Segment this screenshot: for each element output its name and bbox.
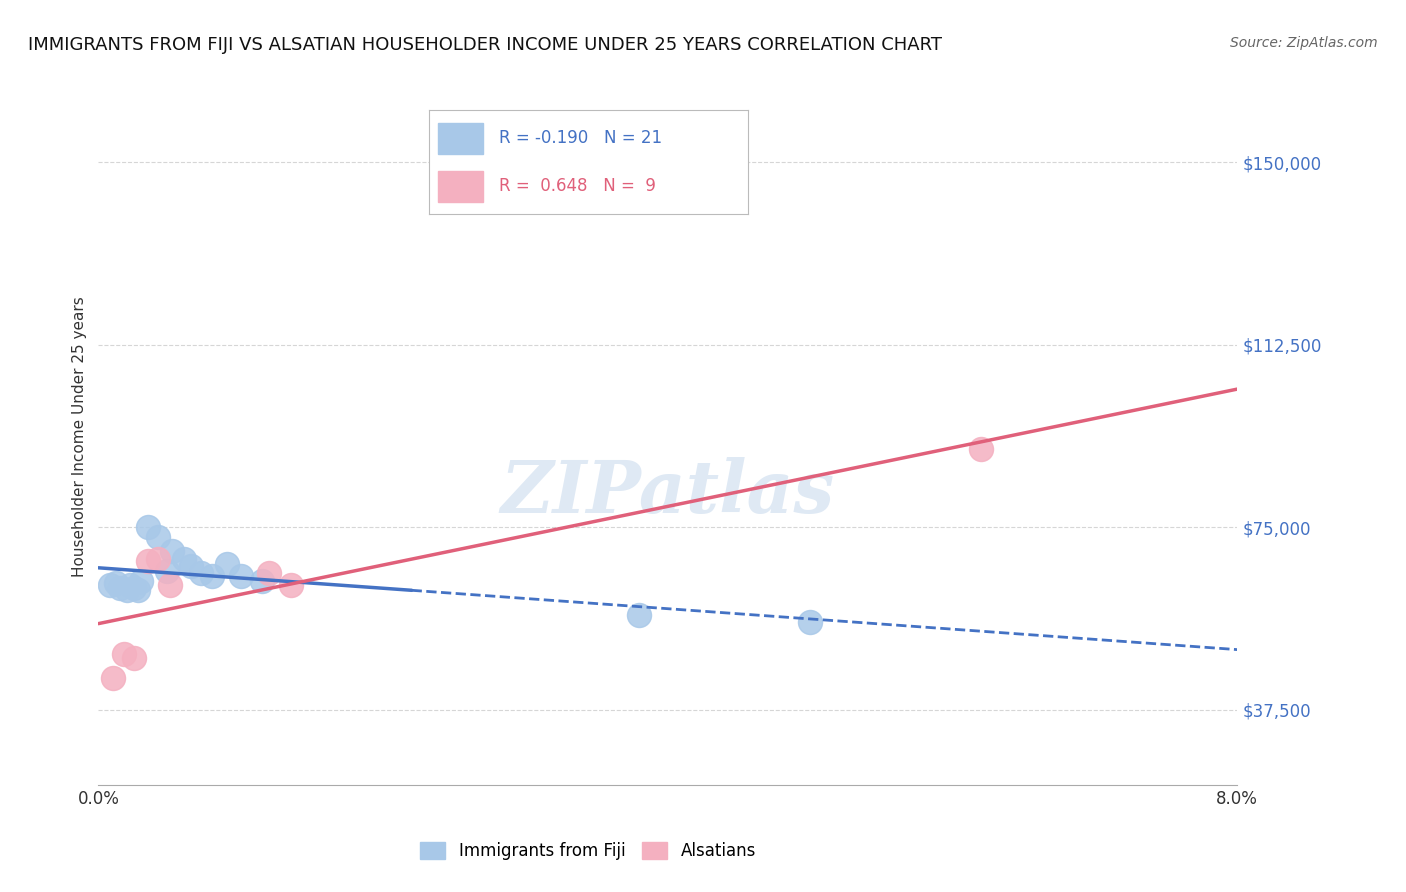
Point — [122, 581, 145, 595]
Point — [259, 566, 281, 581]
Point — [118, 578, 141, 592]
Point — [180, 559, 202, 574]
Y-axis label: Householder Income Under 25 years: Householder Income Under 25 years — [72, 297, 87, 577]
Text: Source: ZipAtlas.com: Source: ZipAtlas.com — [1230, 36, 1378, 50]
Text: IMMIGRANTS FROM FIJI VS ALSATIAN HOUSEHOLDER INCOME UNDER 25 YEARS CORRELATION C: IMMIGRANTS FROM FIJI VS ALSATIAN HOUSEHO… — [28, 36, 942, 54]
Point — [101, 671, 124, 685]
Point — [136, 554, 159, 568]
Point — [122, 651, 145, 665]
Point — [628, 607, 651, 622]
Point — [108, 581, 131, 595]
Point — [229, 568, 252, 582]
Point — [127, 583, 149, 598]
Point — [250, 574, 273, 588]
Point — [215, 557, 238, 571]
Point — [98, 578, 121, 592]
Point — [173, 551, 195, 566]
Point — [148, 530, 170, 544]
Point — [280, 578, 302, 592]
Point — [104, 576, 127, 591]
Point — [112, 647, 135, 661]
Point — [970, 442, 993, 457]
Text: ZIPatlas: ZIPatlas — [501, 458, 835, 528]
Point — [799, 615, 821, 629]
Legend: Immigrants from Fiji, Alsatians: Immigrants from Fiji, Alsatians — [413, 836, 762, 867]
Point — [201, 568, 224, 582]
Point — [190, 566, 212, 581]
Point — [148, 551, 170, 566]
Point — [115, 583, 138, 598]
Point — [136, 520, 159, 534]
Point — [156, 564, 179, 578]
Point — [129, 574, 152, 588]
Point — [159, 578, 181, 592]
Point — [162, 544, 184, 558]
